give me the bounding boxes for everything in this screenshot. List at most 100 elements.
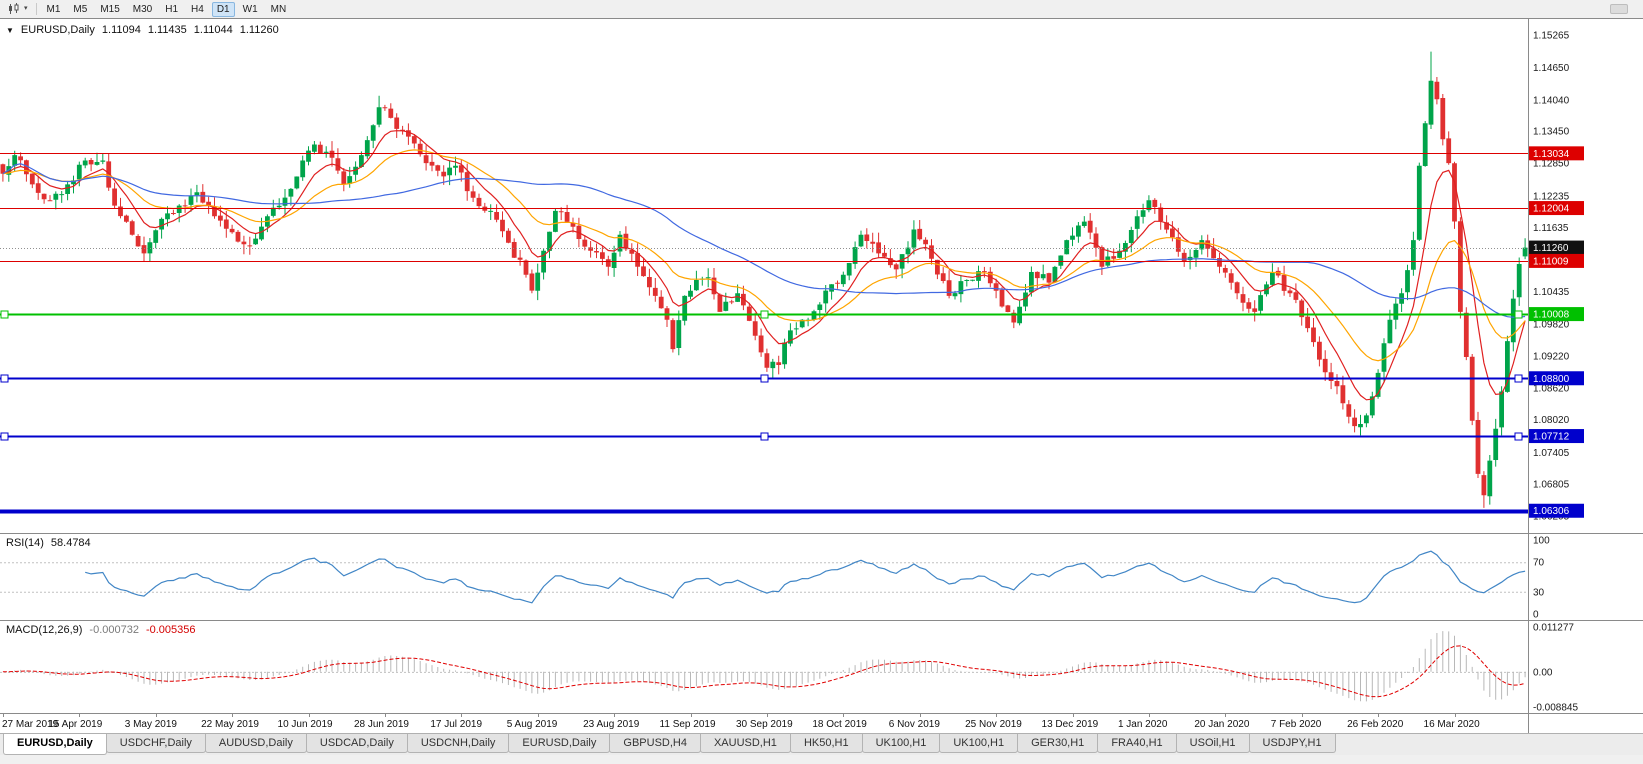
date-tick bbox=[385, 714, 386, 717]
date-tick bbox=[79, 714, 80, 717]
rsi-name: RSI(14) bbox=[6, 537, 44, 549]
date-label: 3 May 2019 bbox=[124, 719, 177, 730]
date-tick bbox=[309, 714, 310, 717]
moving-average-50-line bbox=[2, 163, 1526, 318]
date-label: 15 Apr 2019 bbox=[48, 719, 103, 730]
price-axis-label: 1.14040 bbox=[1533, 95, 1570, 106]
chart-tab-0[interactable]: EURUSD,Daily bbox=[3, 734, 107, 755]
date-label: 16 Mar 2020 bbox=[1423, 719, 1480, 730]
chart-tab-6[interactable]: GBPUSD,H4 bbox=[609, 734, 701, 753]
level-handle bbox=[0, 432, 9, 441]
date-label: 10 Jun 2019 bbox=[277, 719, 333, 730]
date-label: 30 Sep 2019 bbox=[735, 719, 793, 730]
timeframe-button-m1[interactable]: M1 bbox=[46, 3, 61, 15]
price-badge-label: 1.08800 bbox=[1533, 374, 1570, 385]
date-tick bbox=[614, 714, 615, 717]
date-tick bbox=[1302, 714, 1303, 717]
symbol-period-label: EURUSD,Daily bbox=[20, 24, 95, 36]
timeframe-button-d1[interactable]: D1 bbox=[211, 1, 235, 17]
price-badge bbox=[1529, 146, 1584, 161]
date-label: 22 May 2019 bbox=[201, 719, 259, 730]
timeframe-button-h1[interactable]: H1 bbox=[165, 3, 179, 15]
low-value: 1.11044 bbox=[193, 24, 233, 36]
rsi-axis-label: 30 bbox=[1533, 587, 1545, 598]
chart-tab-1[interactable]: USDCHF,Daily bbox=[105, 734, 206, 753]
timeframe-button-m15[interactable]: M15 bbox=[100, 3, 120, 15]
date-label: 11 Sep 2019 bbox=[659, 719, 716, 730]
open-value: 1.11094 bbox=[101, 24, 141, 36]
price-badge bbox=[1529, 503, 1584, 518]
chart-tab-9[interactable]: UK100,H1 bbox=[861, 734, 941, 753]
price-axis-label: 1.15265 bbox=[1533, 30, 1570, 41]
chart-tab-13[interactable]: USOil,H1 bbox=[1175, 734, 1250, 753]
symbol-caret-icon[interactable]: ▼ bbox=[6, 25, 14, 35]
ohlc-header: ▼ EURUSD,Daily 1.11094 1.11435 1.11044 1… bbox=[6, 24, 279, 36]
moving-average-8-line bbox=[2, 130, 1526, 401]
date-label: 20 Jan 2020 bbox=[1194, 719, 1250, 730]
chart-tab-10[interactable]: UK100,H1 bbox=[939, 734, 1019, 753]
timeframe-button-m5[interactable]: M5 bbox=[73, 3, 88, 15]
level-handle bbox=[1514, 310, 1523, 319]
timeframe-button-m30[interactable]: M30 bbox=[132, 3, 153, 15]
date-label: 23 Aug 2019 bbox=[583, 719, 640, 730]
date-axis[interactable]: 27 Mar 2019 15 Apr 2019 3 May 2019 22 May 2… bbox=[0, 713, 1643, 734]
timeframe-button-h4[interactable]: H4 bbox=[191, 3, 204, 15]
price-axis-label: 1.09220 bbox=[1533, 351, 1570, 362]
timeframe-button-w1[interactable]: W1 bbox=[242, 3, 258, 15]
chart-tab-8[interactable]: HK50,H1 bbox=[789, 734, 863, 753]
price-badge bbox=[1529, 429, 1584, 444]
macd-main-value: -0.000732 bbox=[89, 624, 139, 636]
chart-tab-11[interactable]: GER30,H1 bbox=[1017, 734, 1099, 753]
date-label: 13 Dec 2019 bbox=[1041, 719, 1099, 730]
chart-tab-4[interactable]: USDCNH,Daily bbox=[406, 734, 510, 753]
macd-signal-value: -0.005356 bbox=[145, 624, 196, 636]
date-label: 17 Jul 2019 bbox=[430, 719, 483, 730]
date-label: 5 Aug 2019 bbox=[506, 719, 558, 730]
price-badge-label: 1.07712 bbox=[1533, 432, 1570, 443]
date-label: 28 Jun 2019 bbox=[353, 719, 409, 730]
date-tick bbox=[461, 714, 462, 717]
date-label: 1 Jan 2020 bbox=[1117, 719, 1168, 730]
rsi-panel: 100 70 30 0 RSI(14) 58.4784 bbox=[0, 533, 1643, 620]
candlestick-chart-icon bbox=[9, 3, 19, 14]
date-tick bbox=[1149, 714, 1150, 717]
chart-tab-7[interactable]: XAUUSD,H1 bbox=[699, 734, 791, 753]
price-badge bbox=[1529, 240, 1584, 255]
level-handle bbox=[0, 310, 9, 319]
macd-label: MACD(12,26,9) -0.000732 -0.005356 bbox=[6, 624, 196, 636]
price-axis-label: 1.13450 bbox=[1533, 127, 1570, 138]
price-axis-label: 1.07405 bbox=[1533, 448, 1570, 459]
macd-panel: 0.011277 0.00 -0.008845 MACD(12,26,9) -0.0… bbox=[0, 620, 1643, 713]
level-handle bbox=[760, 374, 769, 383]
macd-canvas[interactable]: 0.011277 0.00 -0.008845 bbox=[0, 621, 1643, 713]
macd-axis-label: -0.008845 bbox=[1533, 703, 1578, 714]
chart-tab-3[interactable]: USDCAD,Daily bbox=[305, 734, 408, 753]
toolbar-overflow-button[interactable] bbox=[1610, 4, 1628, 14]
date-tick bbox=[1378, 714, 1379, 717]
high-value: 1.11435 bbox=[147, 24, 187, 36]
date-tick bbox=[843, 714, 844, 717]
date-tick bbox=[691, 714, 692, 717]
date-label: 18 Oct 2019 bbox=[812, 719, 867, 730]
chevron-down-icon: ▾ bbox=[24, 5, 28, 12]
date-label: 27 Mar 2019 bbox=[2, 719, 59, 730]
price-chart-canvas[interactable]: 1.15265 1.14650 1.14040 1.13450 1.12850 1.122… bbox=[0, 19, 1643, 533]
timeframe-buttons: M1 M5 M15 M30 H1 H4 D1 W1 MN bbox=[42, 1, 292, 17]
price-badge-label: 1.11009 bbox=[1533, 256, 1569, 267]
timeframe-button-mn[interactable]: MN bbox=[270, 3, 287, 15]
macd-name: MACD(12,26,9) bbox=[6, 624, 83, 636]
chart-tab-5[interactable]: EURUSD,Daily bbox=[508, 734, 611, 753]
date-tick bbox=[232, 714, 233, 717]
date-label: 25 Nov 2019 bbox=[965, 719, 1022, 730]
price-badge bbox=[1529, 371, 1584, 386]
timeframe-toolbar: ▾ M1 M5 M15 M30 H1 H4 D1 W1 MN bbox=[0, 0, 1643, 18]
level-handle bbox=[1514, 374, 1523, 383]
macd-axis-label: 0.00 bbox=[1533, 667, 1553, 678]
macd-axis-label: 0.011277 bbox=[1533, 623, 1574, 634]
chart-tab-14[interactable]: USDJPY,H1 bbox=[1248, 734, 1336, 753]
chart-type-button[interactable]: ▾ bbox=[3, 2, 31, 16]
rsi-canvas[interactable]: 100 70 30 0 bbox=[0, 534, 1643, 620]
rsi-value: 58.4784 bbox=[50, 537, 91, 549]
chart-tab-2[interactable]: AUDUSD,Daily bbox=[204, 734, 307, 753]
chart-tab-12[interactable]: FRA40,H1 bbox=[1097, 734, 1177, 753]
